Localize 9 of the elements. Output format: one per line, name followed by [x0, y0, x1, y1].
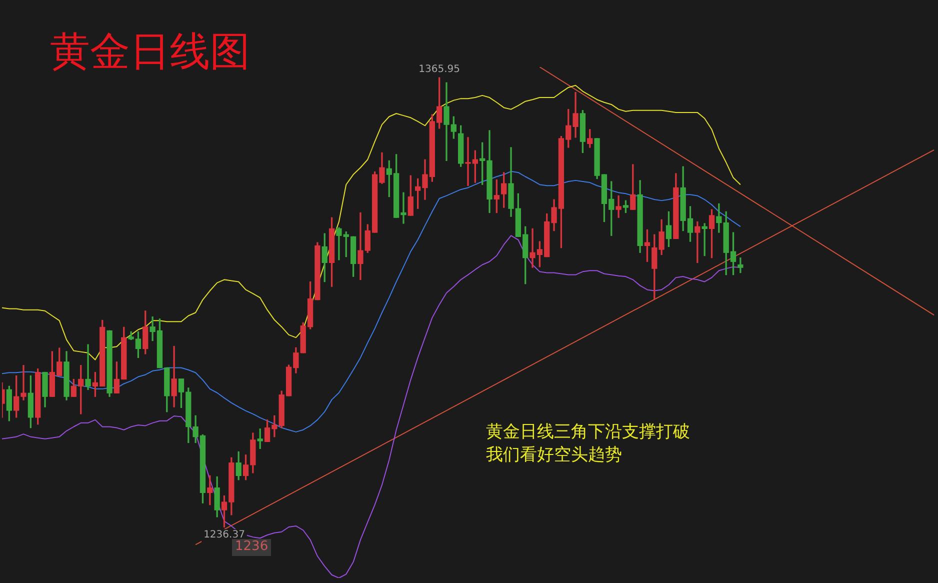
candlestick	[616, 195, 622, 218]
candlestick	[738, 257, 744, 274]
chart-title: 黄金日线图	[50, 28, 250, 76]
text: 1236	[232, 539, 272, 556]
annotation: 黄金日线三角下沿支撑打破	[485, 421, 691, 444]
annotation: 我们看好空头趋势	[485, 444, 623, 466]
annotation: 1365.95	[418, 64, 460, 76]
annotation: 1236.37	[204, 530, 245, 541]
candlestick	[85, 344, 91, 390]
